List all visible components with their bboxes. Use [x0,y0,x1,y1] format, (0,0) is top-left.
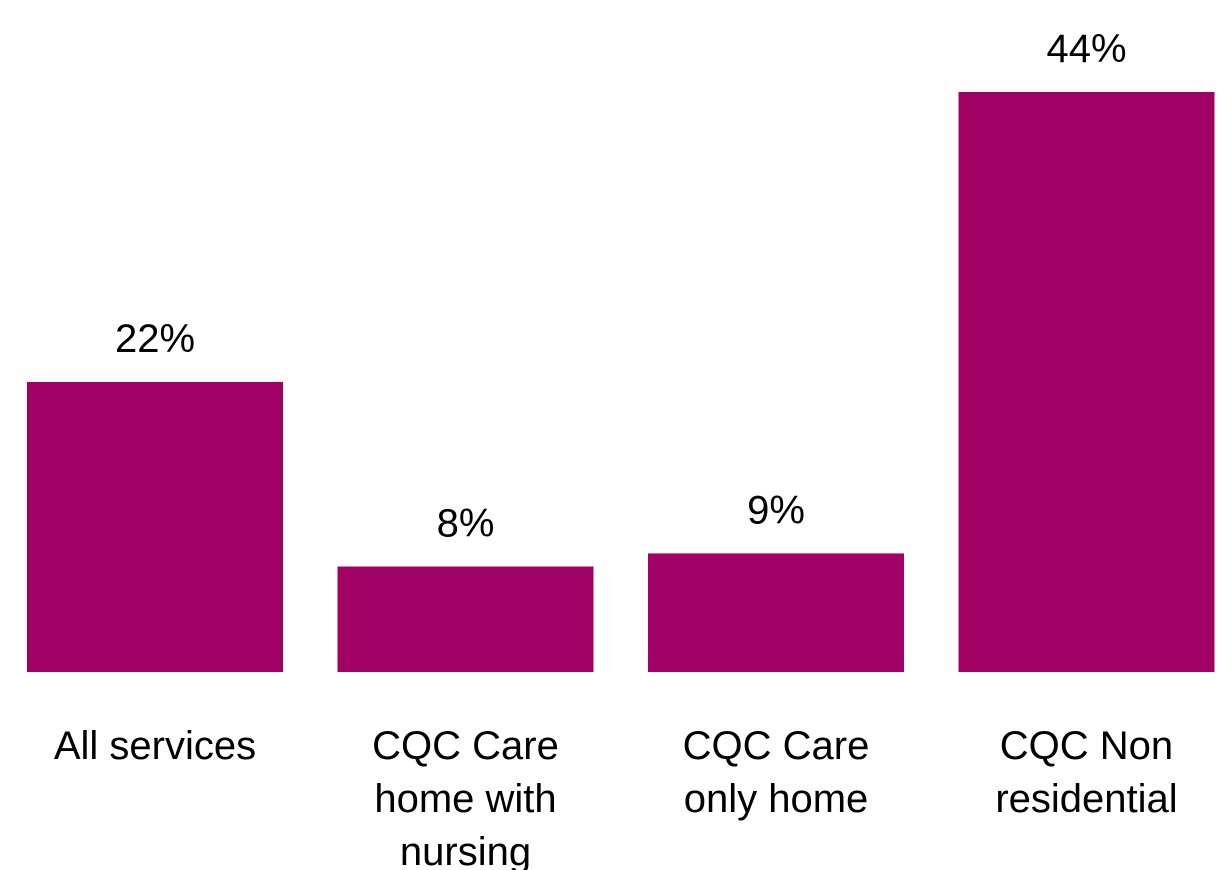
bar-3 [648,553,904,672]
bars-layer [27,92,1215,672]
category-label-line: only home [684,777,869,821]
category-label-2: CQC Care home with nursing [372,724,559,870]
category-label-4: CQC Non residential [995,724,1177,821]
category-label-line: CQC Care [372,724,559,768]
category-label-line: CQC Non [1000,724,1173,768]
bar-2 [337,566,594,672]
data-label-4: 44% [1046,27,1126,71]
data-label-3: 9% [747,488,805,532]
data-label-1: 22% [115,317,195,361]
category-labels-layer: All services CQC Care home with nursingCQC … [54,724,1178,870]
category-label-1: All services [54,724,256,768]
bar-1 [27,382,283,672]
category-label-line: CQC Care [683,724,870,768]
value-labels-layer: 22% 8% 9% 44% [115,27,1127,546]
bar-4 [958,92,1215,672]
data-label-2: 8% [437,502,495,546]
category-label-3: CQC Care only home [683,724,870,821]
category-label-line: home with [374,777,556,821]
category-label-line: nursing [400,830,531,870]
category-label-line: All services [54,724,256,768]
category-label-line: residential [995,777,1177,821]
